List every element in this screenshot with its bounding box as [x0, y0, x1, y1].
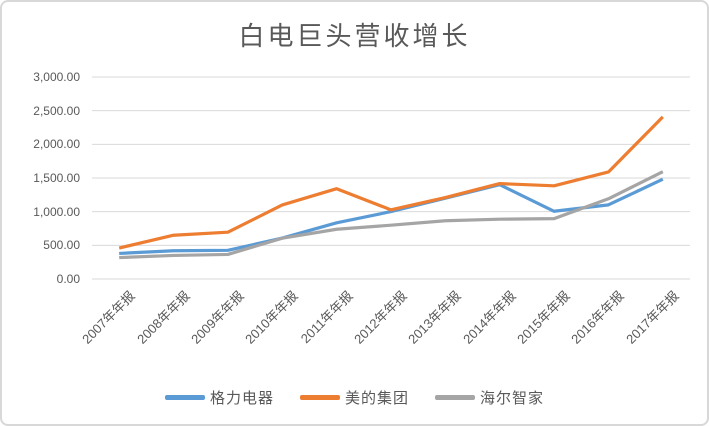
y-axis-tick-label: 2,500.00 [33, 103, 80, 118]
chart-title: 白电巨头营收增长 [238, 21, 471, 51]
legend-label: 美的集团 [344, 390, 409, 407]
legend-line-icon [435, 395, 475, 400]
y-axis-tick-label: 500.00 [43, 238, 80, 253]
y-axis-tick-label: 1,000.00 [33, 204, 80, 219]
y-axis-tick-label: 1,500.00 [33, 171, 80, 185]
legend-label: 格力电器 [209, 390, 274, 407]
legend-item-海尔智家: 海尔智家 [435, 387, 544, 408]
legend-line-icon [299, 395, 340, 400]
y-axis-tick-label: 3,000.00 [33, 70, 80, 84]
legend-line-icon [164, 395, 205, 400]
legend-item-格力电器: 格力电器 [164, 387, 274, 408]
y-axis-tick-label: 0.00 [56, 272, 80, 286]
series-line-海尔智家 [119, 170, 664, 260]
legend-label: 海尔智家 [480, 390, 545, 407]
series-line-格力电器 [119, 177, 664, 256]
legend-item-美的集团: 美的集团 [299, 387, 409, 408]
y-axis-tick-label: 2,000.00 [33, 137, 80, 152]
series-line-美的集团 [118, 115, 664, 250]
legend: 格力电器 美的集团 海尔智家 [2, 387, 707, 408]
